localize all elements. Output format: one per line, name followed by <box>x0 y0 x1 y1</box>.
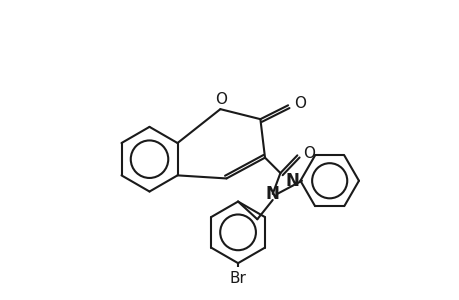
Text: N: N <box>265 185 279 203</box>
Text: O: O <box>303 146 315 161</box>
Text: Br: Br <box>229 271 246 286</box>
Text: O: O <box>215 92 227 107</box>
Text: O: O <box>294 96 306 111</box>
Text: N: N <box>285 172 298 190</box>
